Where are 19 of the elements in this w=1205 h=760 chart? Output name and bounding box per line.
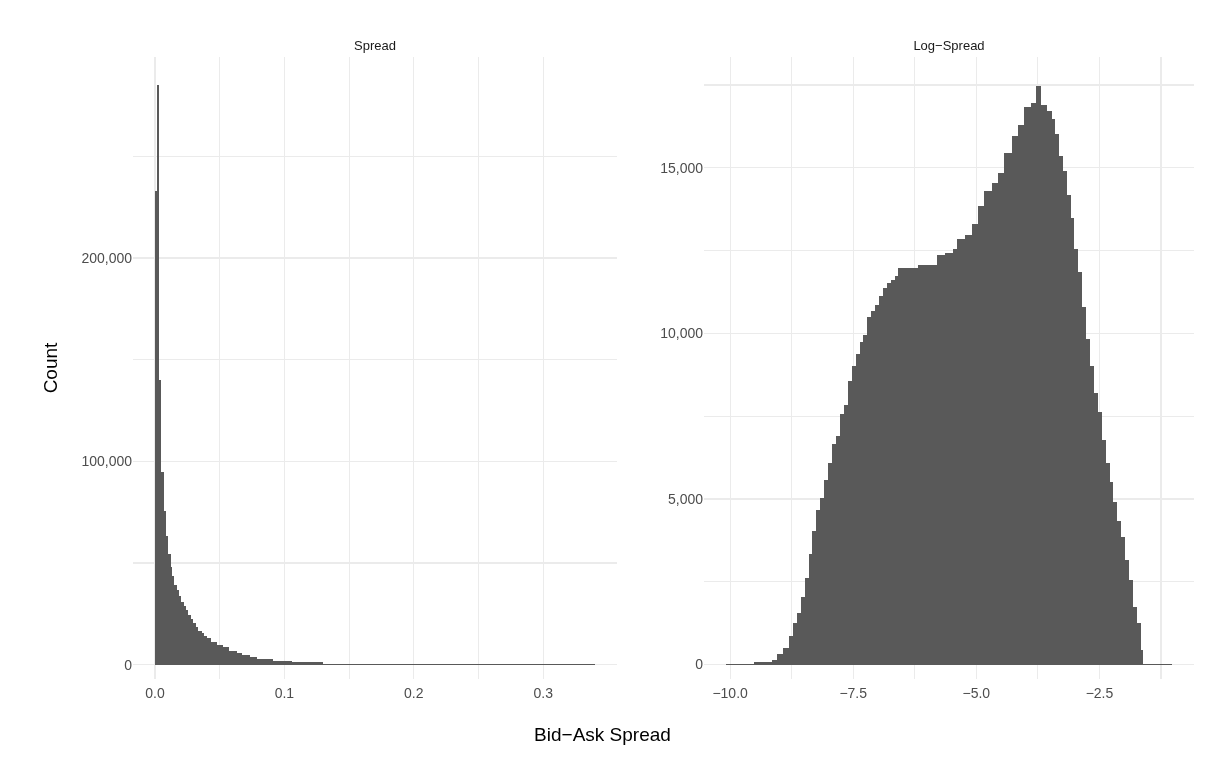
chart-title: Spread xyxy=(354,37,396,53)
y-tick-label: 10,000 xyxy=(660,325,704,342)
x-axis-title: Bid−Ask Spread xyxy=(533,724,672,746)
x-tick-label: −7.5 xyxy=(839,685,868,701)
x-tick-label: 0.2 xyxy=(404,685,424,701)
y-tick-label: 0 xyxy=(124,656,133,673)
y-tick-label: 5,000 xyxy=(667,490,704,507)
y-tick-label: 15,000 xyxy=(660,159,704,176)
y-tick-label: 200,000 xyxy=(81,249,133,266)
y-tick-label: 100,000 xyxy=(81,453,133,470)
x-tick-label: 0.3 xyxy=(533,685,554,701)
x-tick-label: −5.0 xyxy=(962,685,991,701)
x-tick-label: 0.1 xyxy=(274,685,295,701)
x-tick-label: 0.0 xyxy=(145,685,165,701)
chart-title: Log−Spread xyxy=(913,37,985,53)
x-tick-label: −2.5 xyxy=(1085,685,1114,701)
x-tick-label: −10.0 xyxy=(712,685,749,701)
y-axis-title: Count xyxy=(40,341,62,394)
y-tick-label: 0 xyxy=(695,656,704,673)
